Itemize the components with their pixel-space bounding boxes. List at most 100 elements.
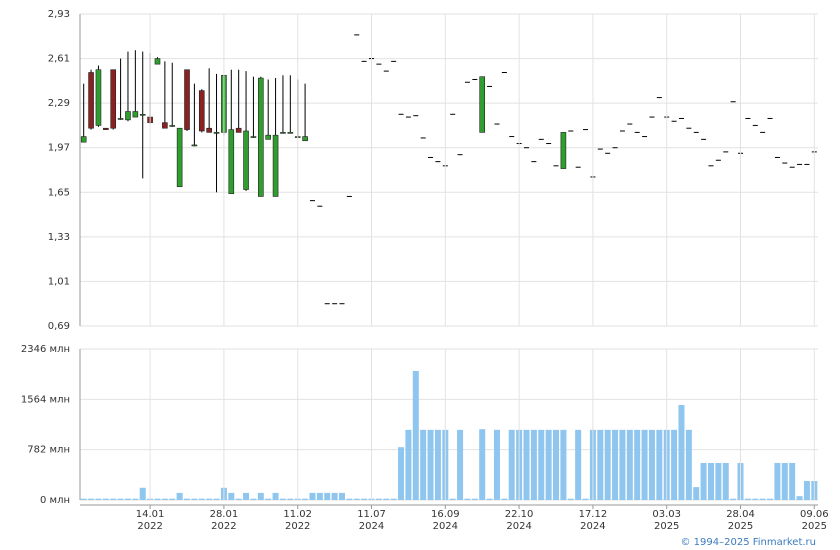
- volume-bar: [767, 498, 774, 500]
- volume-bar: [641, 429, 648, 500]
- volume-bar: [139, 487, 146, 500]
- volume-bar: [361, 498, 368, 500]
- volume-bar: [449, 498, 456, 500]
- candle-body: [258, 77, 264, 197]
- volume-bar: [375, 498, 382, 500]
- volume-bar: [80, 498, 87, 500]
- y-tick-label: 1564 млн: [21, 394, 70, 405]
- volume-bar: [789, 462, 796, 500]
- x-tick-label: 03.03: [652, 509, 681, 520]
- candle-body: [265, 134, 271, 140]
- candle-body: [272, 134, 279, 197]
- volume-bar: [759, 498, 766, 500]
- volume-bar: [634, 429, 641, 500]
- y-tick-label: 2,29: [48, 98, 70, 109]
- volume-bar: [198, 498, 205, 500]
- volume-bar: [302, 498, 309, 500]
- volume-bar: [169, 498, 176, 500]
- volume-bar: [523, 429, 530, 500]
- volume-bar: [508, 429, 515, 500]
- x-tick-label: 11.07: [357, 509, 386, 520]
- volume-bar: [213, 498, 220, 500]
- volume-bar: [501, 498, 508, 500]
- candle-body: [228, 129, 235, 194]
- volume-bar: [597, 429, 604, 500]
- volume-bar: [612, 429, 619, 500]
- volume-bar: [427, 429, 434, 500]
- volume-bar: [95, 498, 102, 500]
- volume-bar: [486, 498, 493, 500]
- volume-bar: [464, 498, 471, 500]
- candle-body: [213, 132, 220, 134]
- candle-body: [95, 69, 102, 126]
- volume-bar: [796, 496, 803, 500]
- volume-bar: [398, 447, 405, 500]
- volume-bar: [774, 462, 781, 500]
- volume-bar: [132, 498, 139, 500]
- volume-bar: [228, 492, 235, 500]
- volume-bar: [250, 498, 257, 500]
- candle-body: [302, 136, 308, 142]
- y-tick-label: 1,33: [48, 232, 70, 243]
- volume-bar: [700, 462, 707, 500]
- x-tick-label: 28.01: [210, 509, 239, 520]
- volume-bar: [656, 429, 663, 500]
- volume-bar: [722, 462, 729, 500]
- volume-bar: [176, 492, 183, 500]
- candle-body: [479, 76, 486, 133]
- candle-body: [176, 127, 183, 188]
- volume-bar: [117, 498, 124, 500]
- volume-bar: [184, 498, 191, 500]
- candle-body: [206, 127, 212, 133]
- volume-bar: [693, 487, 700, 500]
- volume-bar: [235, 498, 242, 500]
- volume-bar: [420, 429, 427, 500]
- y-tick-label: 1,97: [48, 143, 70, 154]
- candle-body: [169, 125, 176, 127]
- candle-body: [103, 127, 109, 130]
- candle-body: [80, 136, 87, 143]
- candle-body: [250, 136, 257, 138]
- x-tick-label: 2022: [137, 521, 162, 532]
- volume-bar: [346, 498, 353, 500]
- volume-bar: [553, 429, 560, 500]
- x-tick-label: 2025: [802, 521, 827, 532]
- candle-body: [235, 127, 242, 133]
- volume-bar: [383, 498, 390, 500]
- candle-body: [162, 122, 168, 129]
- volume-bar: [626, 429, 633, 500]
- x-tick-label: 16.09: [431, 509, 460, 520]
- candle-body: [198, 90, 205, 132]
- y-tick-label: 2,93: [48, 9, 70, 20]
- volume-bar: [685, 429, 692, 500]
- x-tick-label: 17.12: [579, 509, 608, 520]
- x-tick-label: 11.02: [283, 509, 312, 520]
- candle-body: [117, 118, 124, 120]
- candle-body: [280, 132, 286, 134]
- volume-bar: [110, 498, 117, 500]
- volume-bar: [191, 498, 198, 500]
- volume-bar: [124, 498, 131, 500]
- volume-bar: [390, 498, 397, 500]
- volume-bar: [206, 498, 213, 500]
- volume-bar: [730, 498, 737, 500]
- candle-body: [191, 144, 198, 147]
- volume-bar: [353, 498, 360, 500]
- volume-bar: [707, 462, 714, 500]
- volume-bar: [161, 498, 168, 500]
- y-tick-label: 2346 млн: [21, 344, 70, 355]
- volume-bar: [493, 429, 500, 500]
- y-tick-label: 0,69: [48, 321, 70, 332]
- volume-bar: [287, 498, 294, 500]
- candle-body: [243, 130, 249, 190]
- volume-bar: [582, 498, 589, 500]
- x-tick-label: 2022: [285, 521, 310, 532]
- volume-bar: [457, 429, 464, 500]
- volume-bar: [434, 429, 441, 500]
- volume-bar: [243, 492, 250, 500]
- volume-bar: [560, 429, 567, 500]
- volume-bar: [752, 498, 759, 500]
- candle-body: [139, 113, 146, 116]
- x-tick-label: 2024: [359, 521, 384, 532]
